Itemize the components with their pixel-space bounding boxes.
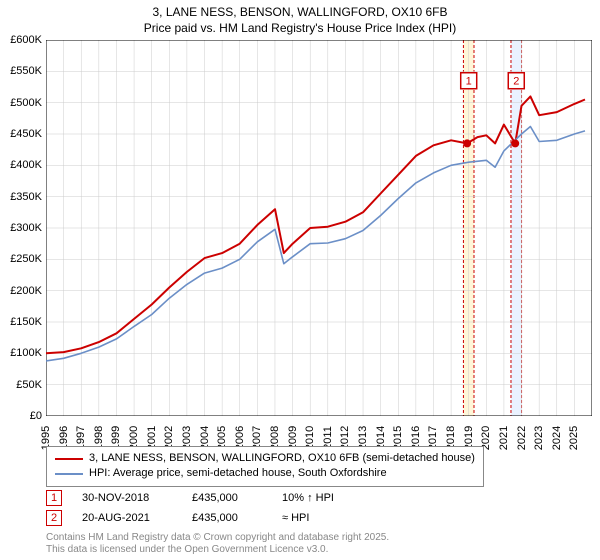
title-line-1: 3, LANE NESS, BENSON, WALLINGFORD, OX10 … [0,4,600,20]
marker-row-2: 2 20-AUG-2021 £435,000 ≈ HPI [46,508,362,528]
marker-box-1: 1 [46,490,62,506]
marker-pct-1: 10% ↑ HPI [282,492,362,504]
x-tick-label: 2025 [568,426,580,450]
marker-price-1: £435,000 [192,492,262,504]
footer-line-2: This data is licensed under the Open Gov… [46,544,389,556]
marker-pct-2: ≈ HPI [282,512,362,524]
legend-swatch-0 [55,458,83,460]
chart-area: 12 £0£50K£100K£150K£200K£250K£300K£350K£… [46,40,592,416]
x-tick-label: 2021 [498,426,510,450]
y-tick-label: £0 [30,410,42,422]
svg-text:1: 1 [466,76,472,88]
legend: 3, LANE NESS, BENSON, WALLINGFORD, OX10 … [46,446,484,487]
title-line-2: Price paid vs. HM Land Registry's House … [0,20,600,36]
legend-label-0: 3, LANE NESS, BENSON, WALLINGFORD, OX10 … [89,451,475,466]
x-tick-label: 2024 [551,426,563,450]
y-tick-label: £600K [10,34,42,46]
marker-row-1: 1 30-NOV-2018 £435,000 10% ↑ HPI [46,488,362,508]
footer-line-1: Contains HM Land Registry data © Crown c… [46,532,389,544]
svg-text:2: 2 [513,76,519,88]
legend-row-0: 3, LANE NESS, BENSON, WALLINGFORD, OX10 … [55,451,475,466]
y-tick-label: £200K [10,285,42,297]
chart-svg: 12 [46,40,592,416]
legend-row-1: HPI: Average price, semi-detached house,… [55,466,475,481]
marker-date-2: 20-AUG-2021 [82,512,172,524]
marker-box-2: 2 [46,510,62,526]
chart-title-block: 3, LANE NESS, BENSON, WALLINGFORD, OX10 … [0,0,600,36]
y-tick-label: £350K [10,191,42,203]
marker-price-2: £435,000 [192,512,262,524]
footer-attribution: Contains HM Land Registry data © Crown c… [46,532,389,555]
y-tick-label: £100K [10,347,42,359]
legend-label-1: HPI: Average price, semi-detached house,… [89,466,387,481]
x-tick-label: 2022 [516,426,528,450]
x-tick-label: 2023 [533,426,545,450]
y-tick-label: £250K [10,253,42,265]
y-tick-label: £150K [10,316,42,328]
marker-date-1: 30-NOV-2018 [82,492,172,504]
y-tick-label: £500K [10,97,42,109]
y-tick-label: £400K [10,159,42,171]
marker-table: 1 30-NOV-2018 £435,000 10% ↑ HPI 2 20-AU… [46,488,362,528]
y-tick-label: £550K [10,65,42,77]
y-tick-label: £50K [16,379,42,391]
legend-swatch-1 [55,473,83,475]
y-tick-label: £450K [10,128,42,140]
y-tick-label: £300K [10,222,42,234]
